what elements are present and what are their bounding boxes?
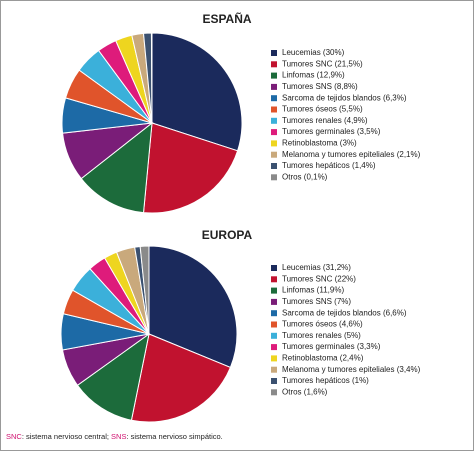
legend-label: Tumores óseos (5,5%) bbox=[282, 105, 363, 114]
legend-swatch bbox=[271, 83, 277, 90]
legend-swatch bbox=[271, 95, 277, 102]
legend-label: Melanoma y tumores epiteliales (2,1%) bbox=[282, 150, 421, 159]
footnote-text: : sistema nervioso simpático. bbox=[126, 432, 222, 441]
legend-label: Tumores SNC (21,5%) bbox=[282, 59, 363, 68]
legend-label: Melanoma y tumores epiteliales (3,4%) bbox=[282, 365, 421, 374]
legend-label: Leucemias (31,2%) bbox=[282, 263, 351, 272]
pie-slice bbox=[151, 32, 243, 152]
legend-label: Tumores SNS (7%) bbox=[282, 297, 351, 306]
legend-label: Sarcoma de tejidos blandos (6,6%) bbox=[282, 308, 407, 317]
footnote-text: : sistema nervioso central; bbox=[22, 432, 111, 441]
legend-swatch bbox=[271, 129, 277, 136]
legend-label: Tumores renales (4,9%) bbox=[282, 116, 368, 125]
pie-slice bbox=[142, 122, 239, 214]
legend-label: Tumores hepáticos (1,4%) bbox=[282, 161, 376, 170]
pie-slice bbox=[148, 245, 238, 369]
chart-title: EUROPA bbox=[202, 228, 253, 242]
legend-label: Tumores hepáticos (1%) bbox=[282, 376, 369, 385]
pie-slice bbox=[130, 333, 232, 423]
legend-label: Tumores germinales (3,5%) bbox=[282, 127, 381, 136]
legend-label: Otros (0,1%) bbox=[282, 172, 328, 181]
legend-label: Tumores óseos (4,6%) bbox=[282, 320, 363, 329]
legend-swatch bbox=[271, 106, 277, 113]
legend-swatch bbox=[271, 117, 277, 124]
legend-swatch bbox=[271, 355, 277, 362]
legend-label: Tumores SNC (22%) bbox=[282, 274, 356, 283]
legend-swatch bbox=[271, 276, 277, 283]
legend-swatch bbox=[271, 389, 277, 396]
legend-label: Linfomas (11,9%) bbox=[282, 286, 344, 295]
legend-swatch bbox=[271, 332, 277, 339]
legend-swatch bbox=[271, 344, 277, 351]
legend-label: Sarcoma de tejidos blandos (6,3%) bbox=[282, 93, 407, 102]
pie-slice bbox=[139, 245, 150, 335]
chart-title: ESPAÑA bbox=[202, 11, 251, 26]
legend-swatch bbox=[271, 265, 277, 271]
legend-swatch bbox=[271, 321, 277, 328]
legend-swatch bbox=[271, 151, 277, 158]
legend-swatch bbox=[271, 61, 277, 68]
footnote: SNC: sistema nervioso central; SNS: sist… bbox=[6, 432, 223, 441]
footnote-term: SNS bbox=[111, 432, 126, 441]
legend-label: Tumores renales (5%) bbox=[282, 331, 361, 340]
legend-swatch bbox=[271, 298, 277, 305]
legend-label: Linfomas (12,9%) bbox=[282, 71, 345, 80]
legend-swatch bbox=[271, 163, 277, 169]
pie-slice bbox=[80, 121, 153, 214]
legend-label: Retinoblastoma (2,4%) bbox=[282, 354, 364, 363]
legend-swatch bbox=[271, 72, 277, 79]
legend-label: Tumores SNS (8,8%) bbox=[282, 82, 358, 91]
legend-swatch bbox=[271, 287, 277, 294]
legend-swatch bbox=[271, 140, 277, 147]
legend-swatch bbox=[271, 310, 277, 317]
legend-label: Leucemias (30%) bbox=[282, 48, 345, 57]
legend-label: Otros (1,6%) bbox=[282, 387, 328, 396]
legend-swatch bbox=[271, 174, 277, 181]
legend-label: Tumores germinales (3,3%) bbox=[282, 342, 381, 351]
footnote-term: SNC bbox=[6, 432, 22, 441]
pie-slice bbox=[150, 32, 153, 124]
legend-swatch bbox=[271, 366, 277, 373]
legend-swatch bbox=[271, 378, 277, 384]
pie-slice bbox=[76, 332, 150, 421]
legend-label: Retinoblastoma (3%) bbox=[282, 139, 357, 148]
legend-swatch bbox=[271, 50, 277, 56]
